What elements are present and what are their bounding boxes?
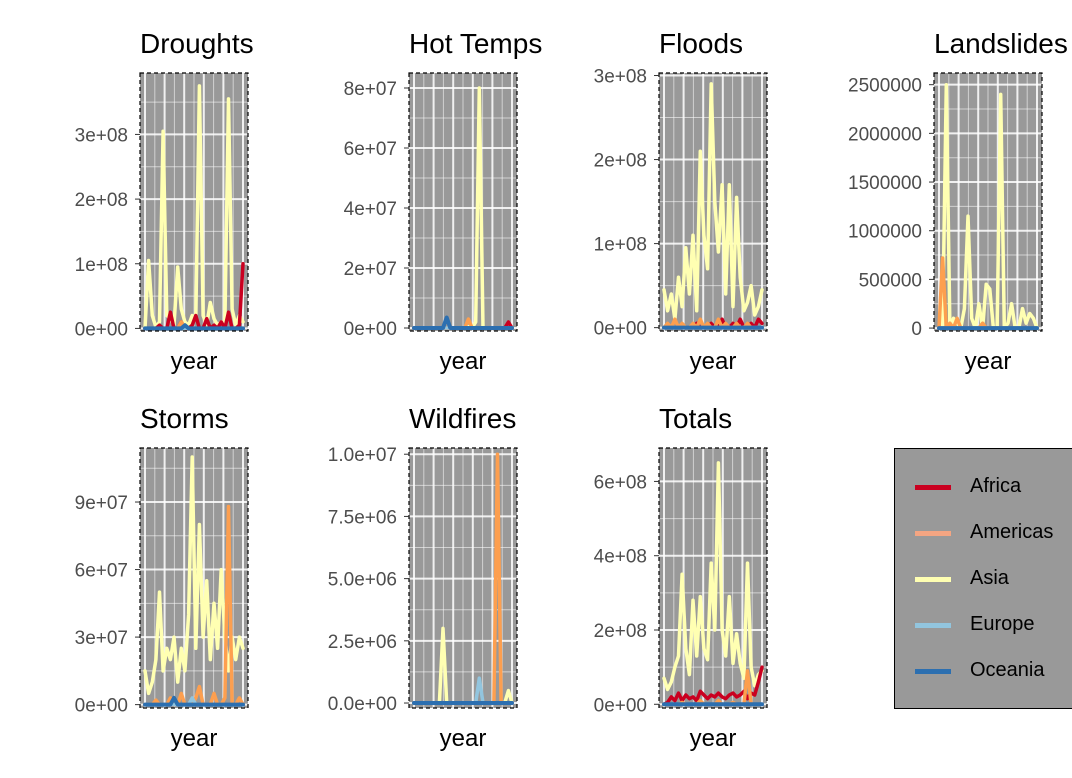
series-line-asia <box>662 461 764 692</box>
y-tick-label: 4e+08 <box>594 547 647 568</box>
y-tick-label: 3e+08 <box>594 67 647 88</box>
panel-hot-temps: 0e+00 2e+07 4e+07 6e+07 8e+07 Hot Temps year <box>344 28 543 375</box>
panel-border <box>139 447 249 709</box>
y-tick-label: 0e+00 <box>594 319 647 340</box>
legend-label-asia: Asia <box>970 567 1009 589</box>
panel-border <box>933 72 1043 332</box>
series-line-asia <box>662 82 764 321</box>
legend-item-africa: Africa <box>895 472 1072 502</box>
y-tick-label: 0.0e+00 <box>328 694 397 715</box>
legend-item-asia: Asia <box>895 564 1072 594</box>
legend-item-oceania: Oceania <box>895 656 1072 686</box>
y-tick-label: 1000000 <box>848 222 922 243</box>
y-tick-label: 9e+07 <box>75 493 128 514</box>
x-axis-label: year <box>171 348 218 375</box>
panel-border <box>139 72 249 332</box>
y-tick-label: 0e+00 <box>75 319 128 340</box>
y-tick-label: 2.5e+06 <box>328 632 397 653</box>
y-tick-label: 1500000 <box>848 173 922 194</box>
y-tick-label: 1e+08 <box>75 255 128 276</box>
panel-floods: 0e+00 1e+08 2e+08 3e+08 Floods year <box>594 28 768 375</box>
legend-key-europe <box>915 623 951 628</box>
x-axis-label: year <box>690 348 737 375</box>
legend-key-asia <box>915 577 951 582</box>
panel-storms: 0e+00 3e+07 6e+07 9e+07 Storms year <box>75 403 249 752</box>
legend-key-oceania <box>915 669 951 674</box>
y-tick-label: 0e+00 <box>344 319 397 340</box>
y-tick-label: 6e+08 <box>594 472 647 493</box>
panel-title: Totals <box>659 403 732 434</box>
y-tick-label: 2e+08 <box>594 151 647 172</box>
panel-title: Storms <box>140 403 229 434</box>
y-tick-label: 2e+07 <box>344 259 397 280</box>
y-tick-label: 5.0e+06 <box>328 570 397 591</box>
panel-border <box>658 447 768 709</box>
panel-title: Wildfires <box>409 403 516 434</box>
y-tick-label: 7.5e+06 <box>328 507 397 528</box>
y-tick-label: 6e+07 <box>344 139 397 160</box>
legend-label-europe: Europe <box>970 613 1035 635</box>
y-tick-label: 4e+07 <box>344 199 397 220</box>
x-axis-label: year <box>690 725 737 752</box>
legend-label-oceania: Oceania <box>970 659 1045 681</box>
y-tick-label: 0e+00 <box>75 696 128 717</box>
series-line-oceania <box>143 323 245 331</box>
x-axis-label: year <box>440 348 487 375</box>
panel-border <box>408 447 518 709</box>
legend-key-americas <box>915 531 951 536</box>
panel-title: Floods <box>659 28 743 59</box>
y-tick-label: 1.0e+07 <box>328 445 397 466</box>
y-tick-label: 0e+00 <box>594 695 647 716</box>
legend-item-europe: Europe <box>895 610 1072 640</box>
panel-totals: 0e+00 2e+08 4e+08 6e+08 Totals year <box>594 403 768 752</box>
x-axis-label: year <box>171 725 218 752</box>
legend-label-africa: Africa <box>970 475 1022 497</box>
y-tick-label: 2000000 <box>848 124 922 145</box>
panel-wildfires: 0.0e+00 2.5e+06 5.0e+06 7.5e+06 1.0e+07 Wildf… <box>328 403 518 752</box>
y-tick-label: 8e+07 <box>344 79 397 100</box>
y-tick-label: 6e+07 <box>75 561 128 582</box>
panel-border <box>408 72 518 332</box>
panel-border <box>658 72 768 332</box>
series-line-oceania <box>143 695 245 707</box>
y-tick-label: 1e+08 <box>594 235 647 256</box>
y-tick-label: 0 <box>911 319 922 340</box>
chart-legend: Africa Americas Asia Europe Oceania <box>894 448 1072 709</box>
series-line-oceania <box>412 315 514 330</box>
y-tick-label: 3e+07 <box>75 628 128 649</box>
legend-item-americas: Americas <box>895 518 1072 548</box>
y-tick-label: 2e+08 <box>75 190 128 211</box>
y-tick-label: 2e+08 <box>594 621 647 642</box>
y-tick-label: 3e+08 <box>75 125 128 146</box>
legend-key-africa <box>915 485 951 490</box>
panel-droughts: 0e+00 1e+08 2e+08 3e+08 Droughts year <box>75 28 254 375</box>
legend-label-americas: Americas <box>970 521 1054 543</box>
panel-title: Hot Temps <box>409 28 542 59</box>
y-tick-label: 2500000 <box>848 76 922 97</box>
x-axis-label: year <box>965 348 1012 375</box>
x-axis-label: year <box>440 725 487 752</box>
panel-title: Landslides <box>934 28 1068 59</box>
panel-title: Droughts <box>140 28 254 59</box>
y-tick-label: 500000 <box>859 270 922 291</box>
panel-landslides: 0 500000 1000000 1500000 2000000 2500000 Lands… <box>848 28 1068 375</box>
